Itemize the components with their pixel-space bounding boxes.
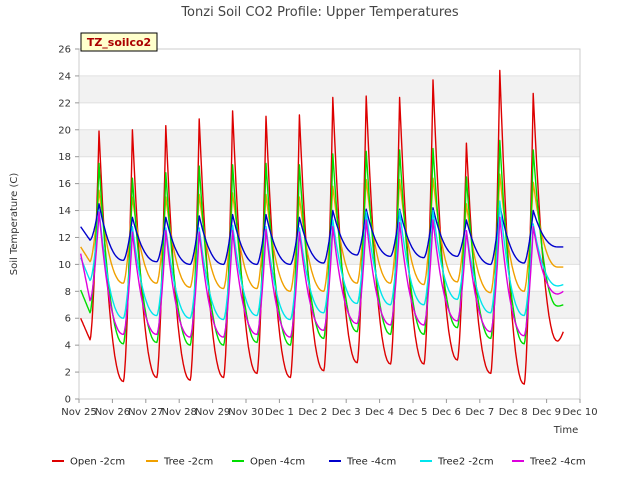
- x-tick-label: Nov 30: [228, 407, 263, 418]
- grid-band: [79, 291, 580, 319]
- x-tick-label: Dec 10: [562, 407, 597, 418]
- annotation-box: TZ_soilco2: [80, 32, 158, 52]
- y-tick-label: 24: [58, 71, 71, 82]
- x-tick-label: Dec 7: [465, 407, 494, 418]
- legend-label: Tree -4cm: [346, 457, 396, 468]
- annotation-label: TZ_soilco2: [87, 36, 151, 49]
- x-tick-label: Dec 3: [332, 407, 361, 418]
- x-tick-label: Dec 2: [298, 407, 327, 418]
- legend-label: Tree2 -4cm: [529, 457, 586, 468]
- legend-label: Open -4cm: [250, 457, 305, 468]
- x-tick-label: Dec 4: [365, 407, 394, 418]
- series-line-tree-4cm: [80, 203, 564, 266]
- x-tick-label: Nov 27: [128, 407, 163, 418]
- x-tick-label: Dec 9: [532, 407, 561, 418]
- x-tick-label: Nov 25: [61, 407, 96, 418]
- series-line-tree2-4cm: [80, 211, 564, 338]
- y-tick-label: 6: [65, 314, 71, 325]
- y-tick-label: 8: [65, 287, 71, 298]
- x-tick-label: Dec 8: [499, 407, 528, 418]
- grid-band: [79, 129, 580, 157]
- series-layer: [80, 69, 564, 385]
- x-tick-label: Dec 5: [399, 407, 428, 418]
- series-line-open-2cm: [80, 69, 564, 385]
- legend-label: Tree2 -2cm: [437, 457, 494, 468]
- y-tick-label: 22: [58, 98, 71, 109]
- y-tick-label: 2: [65, 368, 71, 379]
- x-tick-label: Nov 26: [95, 407, 130, 418]
- y-tick-label: 4: [65, 341, 71, 352]
- plot-frame: [78, 48, 581, 400]
- y-tick-label: 0: [65, 395, 71, 406]
- x-tick-label: Dec 6: [432, 407, 461, 418]
- x-axis-label: Time: [553, 425, 578, 436]
- chart-title: Tonzi Soil CO2 Profile: Upper Temperatur…: [180, 5, 459, 20]
- y-tick-label: 14: [58, 206, 71, 217]
- grid-band: [79, 345, 580, 373]
- legend-label: Open -2cm: [70, 457, 125, 468]
- series-line-open-4cm: [80, 139, 564, 346]
- grid-band: [79, 75, 580, 103]
- y-tick-label: 26: [58, 45, 71, 56]
- x-tick-label: Dec 1: [265, 407, 294, 418]
- series-line-tree2-2cm: [80, 200, 564, 321]
- y-tick-label: 12: [58, 233, 71, 244]
- x-tick-label: Nov 28: [161, 407, 196, 418]
- x-tick-label: Nov 29: [195, 407, 230, 418]
- y-tick-label: 20: [58, 125, 71, 136]
- legend: Open -2cm Tree -2cm Open -4cm Tree -4cm Tree…: [52, 457, 586, 468]
- series-line-tree-2cm: [80, 173, 564, 294]
- y-axis-label: Soil Temperature (C): [9, 173, 20, 276]
- grid-bands: [79, 75, 580, 373]
- y-tick-label: 16: [58, 179, 71, 190]
- y-tick-label: 10: [58, 260, 71, 271]
- legend-label: Tree -2cm: [163, 457, 213, 468]
- y-tick-label: 18: [58, 152, 71, 163]
